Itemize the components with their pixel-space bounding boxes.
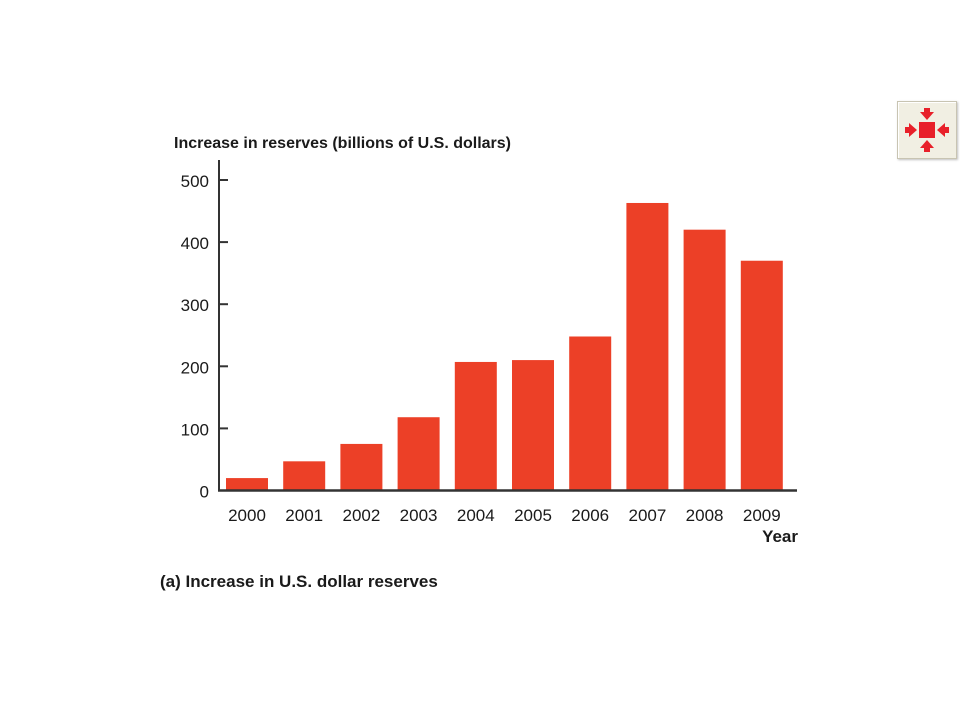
bar-2003	[397, 417, 440, 490]
bar-2004	[454, 361, 497, 490]
bar-2009	[740, 260, 783, 490]
y-tick-label: 500	[181, 172, 209, 191]
x-tick-label: 2002	[342, 506, 380, 525]
bar-2005	[512, 360, 554, 490]
bar-2007	[626, 202, 669, 490]
x-tick-label: 2003	[400, 506, 438, 525]
x-tick-label: 2001	[285, 506, 323, 525]
x-tick-label: 2000	[228, 506, 266, 525]
chart-caption: (a) Increase in U.S. dollar reserves	[160, 572, 438, 591]
bar-2000	[226, 478, 268, 490]
x-axis-ticks: 2000 2001 2002 2003 2004 2005 2006 2007 2008 2009	[228, 506, 781, 525]
y-tick-label: 0	[200, 483, 209, 502]
bar-2008	[683, 229, 726, 490]
x-tick-label: 2008	[686, 506, 724, 525]
y-axis-label: Increase in reserves (billions of U.S. d…	[174, 135, 511, 152]
y-axis: 0 100 200 300 400 500	[181, 172, 228, 502]
y-tick-label: 100	[181, 420, 209, 439]
bar-2001	[283, 461, 326, 490]
x-axis-label: Year	[762, 527, 798, 546]
x-tick-label: 2004	[457, 506, 495, 525]
expand-button[interactable]	[897, 101, 957, 159]
bar-2002	[340, 443, 383, 490]
x-tick-label: 2007	[628, 506, 666, 525]
y-tick-label: 300	[181, 296, 209, 315]
x-tick-label: 2005	[514, 506, 552, 525]
y-tick-label: 400	[181, 234, 209, 253]
y-tick-label: 200	[181, 358, 209, 377]
x-tick-label: 2006	[571, 506, 609, 525]
bar-2006	[569, 336, 612, 490]
expand-arrows-icon	[905, 108, 949, 152]
x-tick-label: 2009	[743, 506, 781, 525]
bars	[226, 202, 783, 490]
